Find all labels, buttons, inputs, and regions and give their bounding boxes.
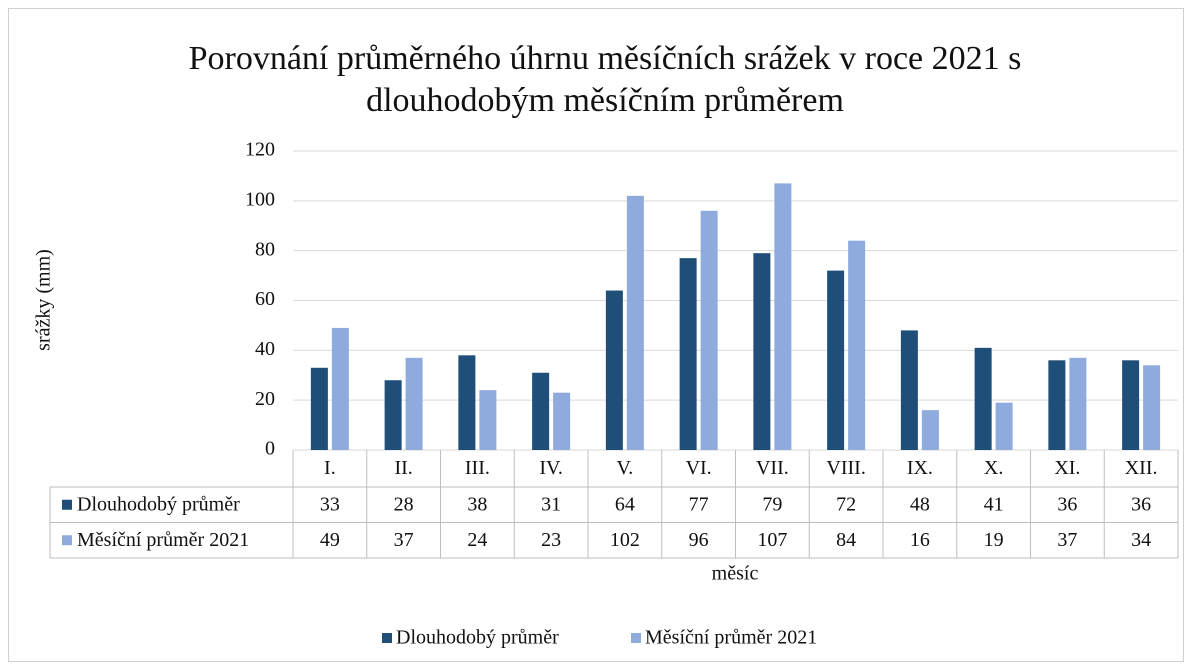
table-value: 79 [762, 493, 782, 515]
bar [384, 380, 402, 450]
legend-label: Dlouhodobý průměr [396, 627, 559, 649]
bar [553, 392, 571, 450]
table-value: 19 [984, 529, 1004, 551]
bar [900, 330, 918, 450]
bar [405, 357, 423, 450]
x-tick-label: II. [394, 457, 412, 479]
y-axis-label: srážky (mm) [33, 249, 55, 351]
x-tick-label: X. [984, 457, 1003, 479]
bar [310, 367, 328, 450]
bar [921, 410, 939, 450]
table-value: 28 [394, 493, 414, 515]
table-series-name: Měsíční průměr 2021 [77, 529, 249, 551]
x-tick-label: I. [324, 457, 336, 479]
x-axis-label: měsíc [712, 563, 759, 585]
table-value: 23 [541, 529, 561, 551]
y-tick-label: 120 [245, 139, 275, 161]
x-tick-label: IV. [539, 457, 563, 479]
table-value: 33 [320, 493, 340, 515]
x-tick-label: III. [465, 457, 490, 479]
bar [753, 253, 771, 450]
table-value: 72 [836, 493, 856, 515]
table-value: 48 [910, 493, 930, 515]
table-value: 107 [757, 529, 787, 551]
legend-label: Měsíční průměr 2021 [645, 627, 817, 649]
bar [331, 327, 349, 450]
legend-key [631, 633, 641, 643]
table-value: 64 [615, 493, 635, 515]
table-value: 77 [689, 493, 709, 515]
bar [605, 290, 623, 450]
y-tick-label: 40 [255, 338, 275, 360]
y-tick-label: 80 [255, 238, 275, 260]
table-value: 38 [467, 493, 487, 515]
bar [479, 390, 497, 450]
table-value: 24 [467, 529, 487, 551]
x-tick-label: XI. [1054, 457, 1080, 479]
y-tick-label: 20 [255, 388, 275, 410]
bar [827, 270, 845, 450]
bar [626, 195, 644, 450]
table-value: 96 [689, 529, 709, 551]
table-value: 37 [394, 529, 414, 551]
legend-key [382, 633, 392, 643]
bar [679, 258, 697, 450]
chart-title: Porovnání průměrného úhrnu měsíčních srá… [188, 40, 1022, 119]
table-legend-key [62, 499, 72, 510]
bar [974, 347, 992, 450]
x-tick-label: VIII. [826, 457, 865, 479]
table-series-name: Dlouhodobý průměr [77, 493, 240, 515]
x-tick-label: VII. [756, 457, 789, 479]
bar [700, 210, 718, 450]
bar [774, 183, 792, 450]
table-value: 36 [1131, 493, 1151, 515]
y-tick-label: 60 [255, 288, 275, 310]
bar [1069, 357, 1087, 450]
x-tick-label: VI. [686, 457, 712, 479]
x-tick-label: IX. [907, 457, 933, 479]
y-tick-label: 0 [265, 438, 275, 460]
chart-frame [8, 8, 1184, 662]
table-value: 31 [541, 493, 561, 515]
y-tick-label: 100 [245, 188, 275, 210]
table-legend-key [62, 535, 72, 546]
bar [995, 402, 1013, 450]
bar [1048, 360, 1066, 450]
table-value: 49 [320, 529, 340, 551]
bar [1143, 365, 1161, 450]
x-tick-label: XII. [1125, 457, 1158, 479]
bar [1122, 360, 1140, 450]
table-value: 102 [610, 529, 640, 551]
table-value: 34 [1131, 529, 1151, 551]
table-value: 16 [910, 529, 930, 551]
table-value: 84 [836, 529, 856, 551]
bar [458, 355, 476, 450]
bar [848, 240, 866, 450]
table-value: 37 [1057, 529, 1077, 551]
x-tick-label: V. [616, 457, 633, 479]
table-value: 41 [984, 493, 1004, 515]
bar [532, 372, 550, 450]
table-value: 36 [1057, 493, 1077, 515]
